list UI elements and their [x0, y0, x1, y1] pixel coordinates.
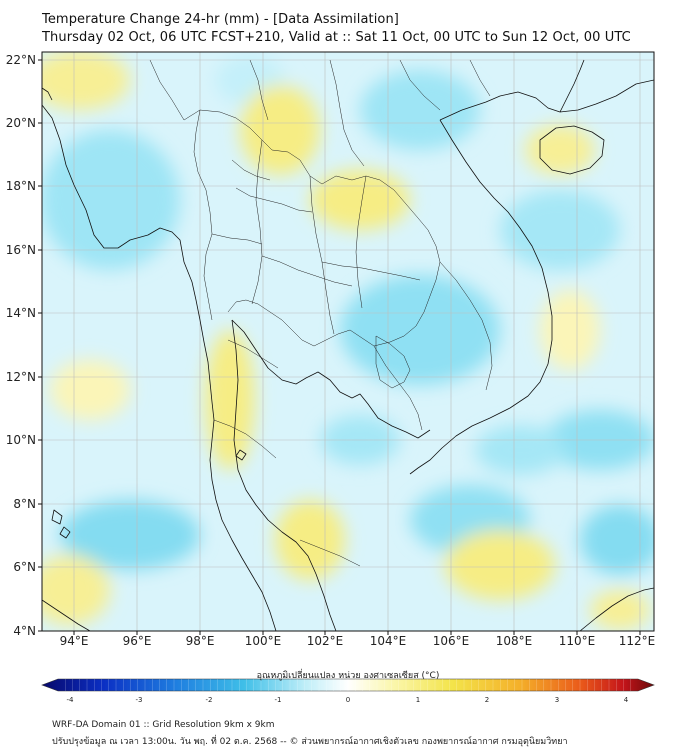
colorbar-tick: -1 — [275, 696, 282, 704]
lon-label: 94°E — [60, 634, 89, 648]
map-border — [41, 51, 655, 632]
footer-model-info: WRF-DA Domain 01 :: Grid Resolution 9km … — [52, 720, 275, 730]
colorbar-tick: 3 — [555, 696, 559, 704]
admin-borders — [149, 59, 493, 567]
lon-label: 96°E — [123, 634, 152, 648]
lon-label: 100°E — [245, 634, 282, 648]
colorbar-tick: 0 — [346, 696, 350, 704]
lat-label: 4°N — [13, 624, 36, 638]
graticule — [42, 52, 654, 631]
colorbar-tick: 2 — [485, 696, 489, 704]
lat-label: 14°N — [6, 306, 36, 320]
colorbar-tick: 1 — [416, 696, 420, 704]
colorbar-tick: -3 — [136, 696, 143, 704]
footer-credit: ปรับปรุงข้อมูล ณ เวลา 13:00น. วัน พฤ. ที… — [52, 737, 568, 747]
lat-label: 20°N — [6, 116, 36, 130]
tick-marks — [38, 59, 641, 635]
lon-label: 102°E — [307, 634, 344, 648]
lon-label: 104°E — [370, 634, 407, 648]
latitude-labels: 22°N 20°N 18°N 16°N 14°N 12°N 10°N 8°N 6… — [6, 53, 36, 638]
colorbar-tick: -2 — [206, 696, 213, 704]
colorbar-tick: -4 — [67, 696, 75, 704]
lat-label: 12°N — [6, 370, 36, 384]
map-subtitle: Thursday 02 Oct, 06 UTC FCST+210, Valid … — [42, 30, 631, 45]
lon-label: 98°E — [186, 634, 215, 648]
lat-label: 8°N — [13, 497, 36, 511]
lon-label: 110°E — [559, 634, 596, 648]
colorbar-label: อุณหภูมิเปลี่ยนแปลง หน่วย องศาเซลเซียส (… — [256, 671, 440, 681]
lat-label: 10°N — [6, 433, 36, 447]
lat-label: 18°N — [6, 179, 36, 193]
longitude-labels: 94°E 96°E 98°E 100°E 102°E 104°E 106°E 1… — [60, 634, 656, 648]
temperature-field — [42, 52, 654, 631]
colorbar-ticks: -4 -3 -2 -1 0 1 2 3 4 — [67, 696, 629, 704]
lon-label: 108°E — [496, 634, 533, 648]
coastlines — [42, 59, 654, 631]
lat-label: 6°N — [13, 560, 36, 574]
colorbar-tick: 4 — [624, 696, 629, 704]
colorbar-dividers — [65, 679, 631, 691]
lat-label: 22°N — [6, 53, 36, 67]
lon-label: 112°E — [619, 634, 656, 648]
colorbar-ramp — [41, 678, 655, 692]
lat-label: 16°N — [6, 243, 36, 257]
colorbar: -4 -3 -2 -1 0 1 2 3 4 — [41, 678, 655, 704]
map-title: Temperature Change 24-hr (mm) - [Data As… — [42, 12, 399, 27]
lon-label: 106°E — [433, 634, 470, 648]
